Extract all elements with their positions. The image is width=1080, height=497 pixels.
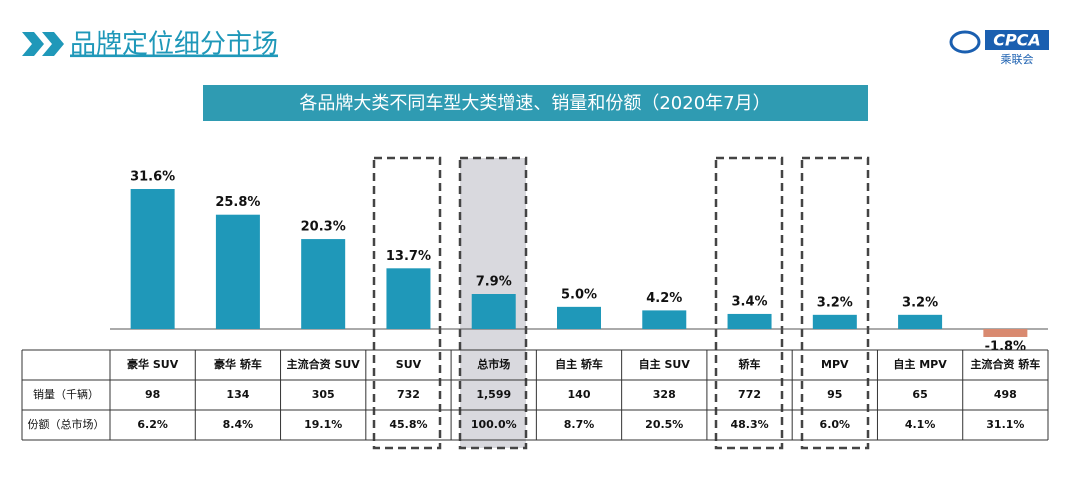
bar: [983, 329, 1028, 337]
bar: [386, 268, 431, 329]
bar: [215, 214, 260, 329]
bar: [471, 294, 516, 329]
table-cell: 6.0%: [820, 418, 851, 431]
bar: [642, 310, 687, 329]
table-cell: 48.3%: [730, 418, 768, 431]
table-cell: 98: [145, 388, 160, 401]
table-cell: 95: [827, 388, 842, 401]
table-cell: 305: [312, 388, 335, 401]
value-label: 13.7%: [386, 249, 431, 264]
table-cell: 20.5%: [645, 418, 683, 431]
logo: CPCA 乘联会: [949, 30, 1049, 66]
table-cell: 140: [568, 388, 591, 401]
value-label: 20.3%: [301, 220, 346, 235]
category-label: 轿车: [739, 357, 761, 371]
title-icon: [22, 32, 64, 56]
highlight-boxes: [372, 156, 870, 450]
value-label: 3.2%: [902, 295, 938, 310]
table-cell: 1,599: [476, 388, 511, 401]
category-label: 自主 轿车: [555, 357, 603, 371]
category-label: 豪华 轿车: [214, 357, 262, 371]
table-cell: 65: [912, 388, 927, 401]
bar: [727, 313, 772, 329]
table-cell: 732: [397, 388, 420, 401]
value-label: 3.4%: [732, 294, 768, 309]
table-cell: 4.1%: [905, 418, 936, 431]
value-label: 31.6%: [130, 170, 175, 185]
bar: [812, 314, 857, 329]
value-label: 7.9%: [476, 275, 512, 290]
value-label: 5.0%: [561, 287, 597, 302]
category-label: 主流合资 SUV: [287, 357, 361, 371]
table-cell: 45.8%: [389, 418, 427, 431]
row-label: 份额（总市场）: [28, 417, 105, 431]
row-label: 销量（千辆）: [33, 387, 99, 401]
plot: 31.6% 豪华 SUV 25.8% 豪华 轿车 20.3% 主流合资 SUV 13.7% S…: [21, 170, 1049, 441]
table-cell: 8.4%: [223, 418, 254, 431]
table-cell: 19.1%: [304, 418, 342, 431]
table-cell: 134: [226, 388, 249, 401]
table-cell: 8.7%: [564, 418, 595, 431]
page-title: 品牌定位细分市场: [70, 30, 278, 60]
table-cell: 100.0%: [471, 418, 517, 431]
table-cell: 6.2%: [137, 418, 168, 431]
bar: [301, 239, 346, 329]
category-label: MPV: [821, 358, 849, 371]
table-cell: 31.1%: [986, 418, 1024, 431]
value-label: -1.8%: [985, 339, 1026, 354]
category-label: 主流合资 轿车: [970, 357, 1040, 371]
banner: [203, 85, 868, 121]
category-label: 豪华 SUV: [127, 357, 179, 371]
category-label: 自主 SUV: [639, 357, 691, 371]
category-label: 总市场: [477, 357, 510, 371]
logo-sub: 乘联会: [1001, 53, 1034, 66]
chart-title: 各品牌大类不同车型大类增速、销量和份额（2020年7月）: [299, 93, 770, 114]
value-label: 25.8%: [215, 195, 260, 210]
table-cell: 498: [994, 388, 1017, 401]
value-label: 4.2%: [646, 291, 682, 306]
table-cell: 328: [653, 388, 676, 401]
category-label: SUV: [396, 358, 422, 371]
value-label: 3.2%: [817, 295, 853, 310]
logo-text: CPCA: [993, 31, 1041, 50]
table-cell: 772: [738, 388, 761, 401]
bar: [898, 314, 943, 329]
bar: [557, 306, 601, 329]
bar: [130, 189, 175, 329]
category-label: 自主 MPV: [893, 357, 947, 371]
